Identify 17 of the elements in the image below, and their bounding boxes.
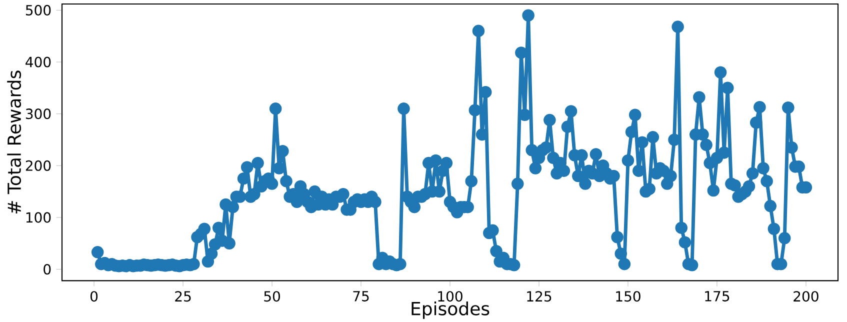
y-tick-label: 100 [26,212,51,223]
x-tick-label: 175 [705,291,730,302]
x-tick-label: 25 [175,291,191,302]
y-tick-label: 400 [26,56,51,68]
y-tick-label: 200 [26,160,51,171]
x-tick-label: 50 [264,291,280,302]
y-tick-label: 300 [26,108,51,120]
x-tick-label: 75 [353,291,369,302]
x-axis-title: Episodes [412,301,490,319]
y-tick-label: 500 [26,4,51,16]
y-tick-label: 0 [44,264,51,275]
x-tick-label: 150 [616,291,640,302]
x-tick-label: 200 [794,291,818,302]
x-tick-label: 125 [527,291,552,302]
x-tick-label: 0 [90,291,98,302]
x-tick-label: 100 [438,291,462,302]
y-axis-title: # Total Rewards [7,70,22,214]
